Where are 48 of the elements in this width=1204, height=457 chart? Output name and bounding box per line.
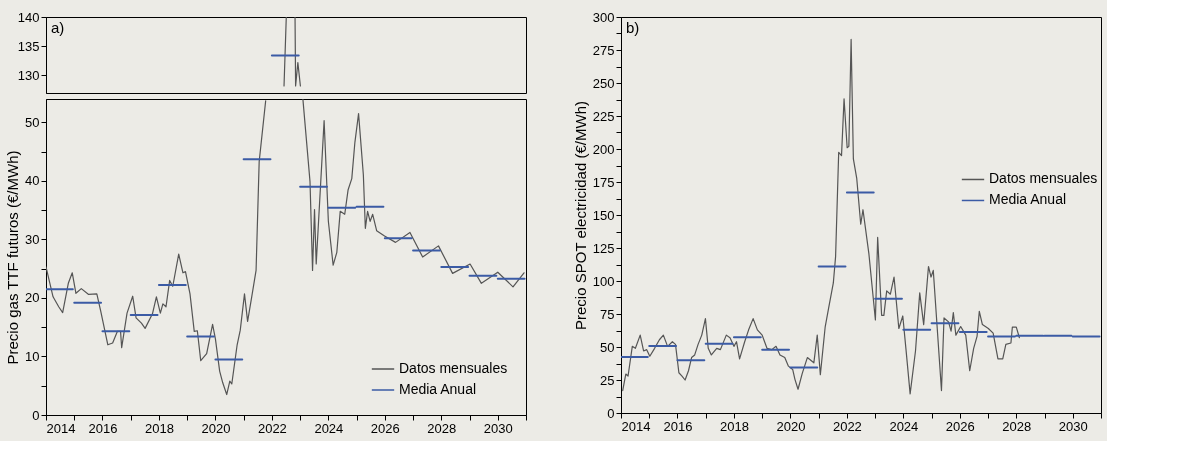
- y-tick-label: 100: [592, 273, 615, 289]
- y-tick-label: 200: [592, 141, 615, 157]
- y-tick-label: 175: [592, 174, 615, 190]
- y-tick-label: 150: [592, 207, 615, 223]
- y-tick-label: 135: [17, 38, 40, 54]
- y-tick-label: 130: [17, 67, 40, 83]
- x-tick-label: 2014: [621, 418, 651, 434]
- x-tick-label: 2030: [1058, 418, 1088, 434]
- y-tick-label: 50: [25, 114, 40, 130]
- y-tick-label: 50: [600, 339, 615, 355]
- x-tick-label: 2026: [945, 418, 975, 434]
- legend-label: Datos mensuales: [989, 170, 1098, 187]
- y-tick-label: 10: [25, 348, 40, 364]
- y-tick-label: 20: [25, 290, 40, 306]
- x-tick-label: 2018: [719, 418, 749, 434]
- x-tick-label: 2026: [370, 420, 400, 436]
- y-tick-label: 275: [592, 42, 615, 58]
- annotation: b): [626, 19, 640, 36]
- x-tick-label: 2020: [776, 418, 806, 434]
- y-tick-label: 40: [25, 173, 40, 189]
- x-tick-label: 2020: [201, 420, 231, 436]
- y-tick-label: 0: [32, 407, 40, 423]
- x-tick-label: 2028: [1002, 418, 1032, 434]
- y-tick-label: 125: [592, 240, 615, 256]
- y-tick-label: 0: [607, 405, 615, 421]
- x-tick-label: 2016: [663, 418, 693, 434]
- x-tick-label: 2024: [314, 420, 344, 436]
- y-tick-label: 140: [17, 9, 40, 25]
- legend-label: Media Anual: [399, 381, 477, 397]
- y-tick-label: 225: [592, 108, 615, 124]
- x-tick-label: 2022: [257, 420, 287, 436]
- y-tick-label: 250: [592, 75, 615, 91]
- y-axis-title: Precio gas TTF futuros (€/MWh): [4, 150, 22, 365]
- y-tick-label: 75: [600, 306, 615, 322]
- y-tick-label: 300: [592, 9, 615, 25]
- y-tick-label: 30: [25, 231, 40, 247]
- y-axis-title: Precio SPOT electricidad (€/MWh): [571, 101, 589, 330]
- legend-label: Datos mensuales: [399, 360, 508, 376]
- y-tick-label: 25: [600, 372, 615, 388]
- x-tick-label: 2030: [483, 420, 513, 436]
- x-tick-label: 2024: [889, 418, 919, 434]
- x-tick-label: 2016: [88, 420, 118, 436]
- x-tick-label: 2018: [144, 420, 174, 436]
- annotation: a): [51, 19, 65, 36]
- x-tick-label: 2022: [832, 418, 862, 434]
- x-tick-label: 2014: [46, 420, 76, 436]
- legend-label: Media Anual: [989, 191, 1067, 208]
- x-tick-label: 2028: [427, 420, 457, 436]
